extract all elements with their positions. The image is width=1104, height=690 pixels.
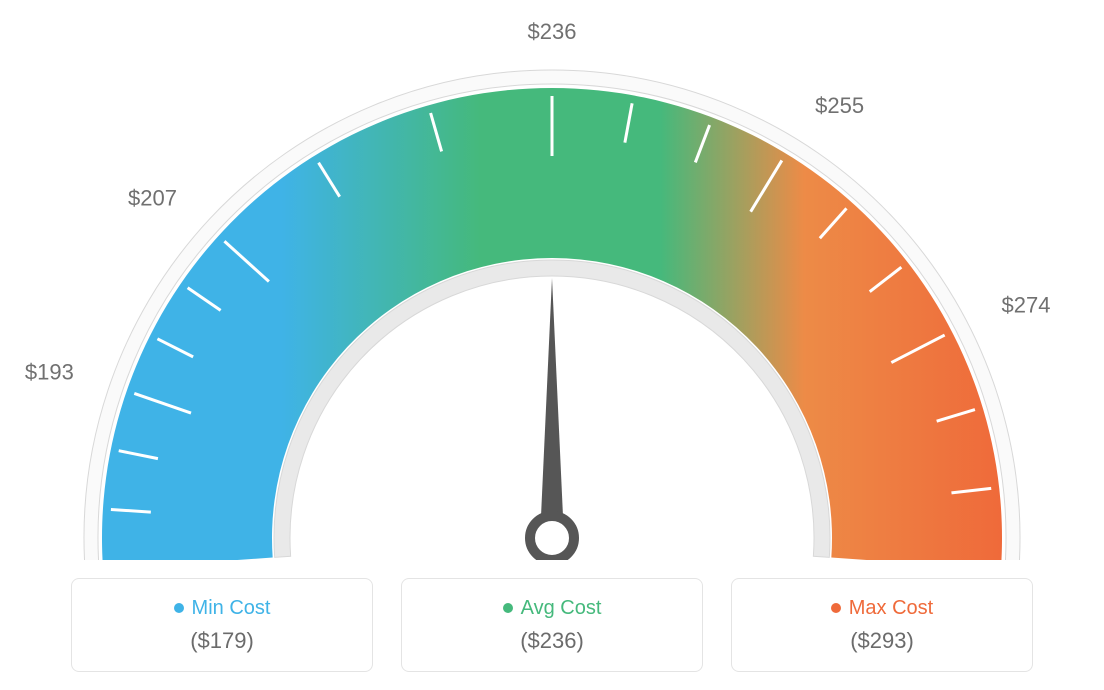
legend-top: Avg Cost bbox=[503, 597, 602, 620]
legend-card-avg: Avg Cost ($236) bbox=[401, 578, 703, 672]
legend-value-min: ($179) bbox=[190, 628, 254, 654]
cost-gauge-figure: { "gauge": { "type": "gauge", "min": 179… bbox=[0, 0, 1104, 690]
tick-label: $255 bbox=[815, 93, 864, 118]
tick-label: $207 bbox=[128, 185, 177, 210]
legend-dot-avg bbox=[503, 603, 513, 613]
legend-label-max: Max Cost bbox=[849, 597, 933, 620]
legend-top: Min Cost bbox=[174, 597, 271, 620]
tick-label: $193 bbox=[25, 360, 74, 385]
gauge-needle bbox=[540, 278, 564, 538]
legend-row: Min Cost ($179) Avg Cost ($236) Max Cost… bbox=[0, 578, 1104, 672]
needle-hub bbox=[530, 516, 574, 560]
legend-card-max: Max Cost ($293) bbox=[731, 578, 1033, 672]
legend-card-min: Min Cost ($179) bbox=[71, 578, 373, 672]
tick-label: $274 bbox=[1002, 293, 1051, 318]
legend-label-min: Min Cost bbox=[192, 597, 271, 620]
gauge: $179$193$207$236$255$274$293 bbox=[0, 0, 1104, 560]
legend-value-avg: ($236) bbox=[520, 628, 584, 654]
legend-dot-max bbox=[831, 603, 841, 613]
legend-top: Max Cost bbox=[831, 597, 933, 620]
legend-label-avg: Avg Cost bbox=[521, 597, 602, 620]
tick-label: $236 bbox=[528, 19, 577, 44]
legend-value-max: ($293) bbox=[850, 628, 914, 654]
legend-dot-min bbox=[174, 603, 184, 613]
